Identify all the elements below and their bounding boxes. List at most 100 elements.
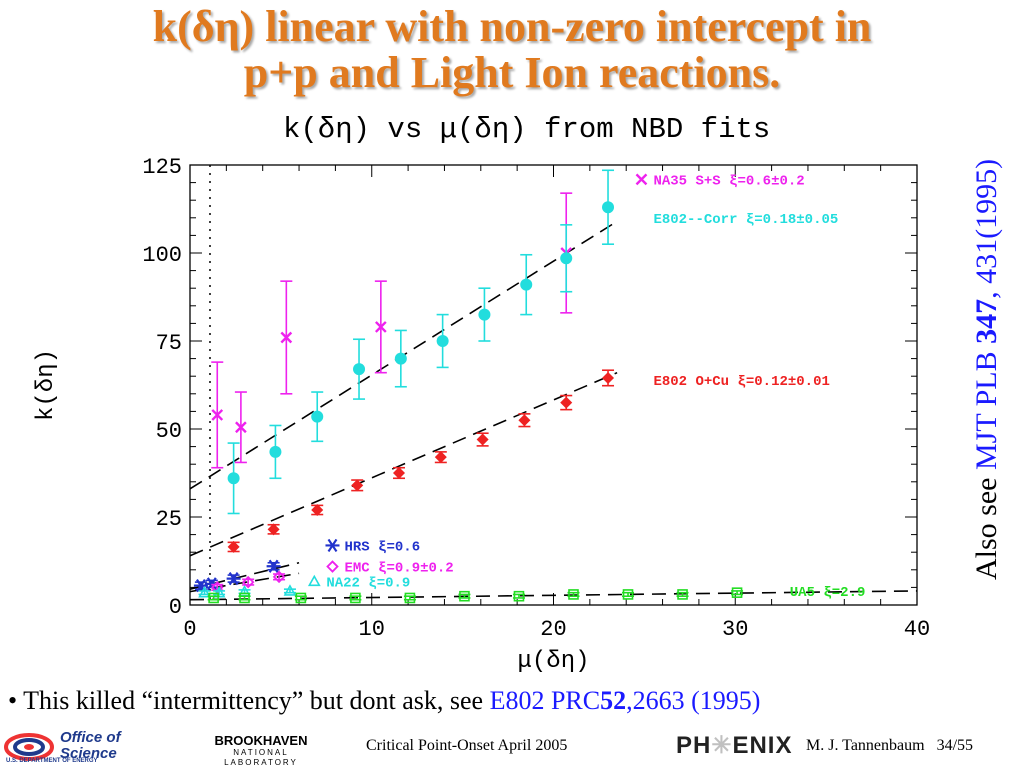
data-point [393,467,406,479]
data-point [227,540,240,553]
data-point [513,590,525,602]
data-point [731,587,743,598]
slide-title-line1: k(δη) linear with non-zero intercept in [152,2,872,51]
data-point [622,589,634,600]
side-note-prefix: Also see [970,470,1003,580]
bullet-text: This killed “intermittency” but dont ask… [17,686,490,715]
y-tick-label: 125 [142,155,182,180]
bullet-pages: ,2663 (1995) [626,686,761,715]
footer-author-page: M. J. Tannenbaum 34/55 [806,737,973,755]
side-note-vol: 347 [970,298,1003,344]
office-line3: U.S. DEPARTMENT OF ENERGY [6,758,98,764]
data-point [635,173,648,186]
y-tick-label: 0 [169,595,182,620]
data-point [374,321,387,333]
office-of-science-logo: Office of Science U.S. DEPARTMENT OF ENE… [4,730,136,766]
x-tick-label: 20 [540,617,566,642]
data-point [235,421,247,434]
data-point [266,559,281,573]
side-note-ref-link[interactable]: MJT PLB 347, 431(1995) [970,159,1003,470]
fit-line [189,561,300,590]
data-point [404,592,416,604]
data-point [208,592,219,604]
legend-label: UA5 ξ=2.9 [790,585,866,601]
phenix-logo: PH✳ENIX [676,731,792,760]
data-point [311,410,324,423]
x-tick-label: 40 [904,617,930,642]
doe-swirl-icon [4,733,54,761]
data-point [239,592,250,604]
slide-title: k(δη) linear with non-zero intercept in … [0,4,1024,96]
y-tick-label: 75 [156,331,182,356]
bullet-mark: • [8,686,18,715]
chart: 0 10 20 30 40 0 25 50 75 100 125 μ(δη) k(δη) NA35 S+S… [33,155,930,675]
footer: Office of Science U.S. DEPARTMENT OF ENE… [0,728,1024,768]
data-point [269,445,282,458]
data-point [459,590,470,602]
brookhaven-logo: BROOKHAVEN NATIONAL LABORATORY [196,733,326,768]
series-group [198,584,297,598]
legend-label: NA35 S+S ξ=0.6±0.2 [653,173,804,189]
data-point [326,560,339,573]
data-point [295,592,307,604]
data-point [350,592,361,604]
slide-title-line2: p+p and Light Ion reactions. [243,48,781,97]
footer-author: M. J. Tannenbaum [806,737,925,754]
y-tick-label: 50 [156,419,182,444]
data-point [568,589,579,600]
office-line2: Science [60,745,117,762]
series-group [227,369,615,553]
series-group [227,169,615,515]
data-point [560,252,573,265]
data-point [436,335,449,347]
data-point [478,308,491,321]
legend-label: E802--Corr ξ=0.18±0.05 [653,212,838,228]
bullet-note: • This killed “intermittency” but dont a… [8,686,760,716]
series-group [193,559,281,593]
bullet-ref-link[interactable]: E802 PRC52,2663 (1995) [490,686,761,715]
fit-line [189,590,918,601]
x-tick-label: 0 [183,617,196,642]
data-point [283,584,297,596]
phenix-part-b: ENIX [732,732,793,759]
data-point [520,278,533,291]
y-tick-label: 100 [142,243,182,268]
legend-label: E802 O+Cu ξ=0.12±0.01 [653,374,829,390]
data-point [272,570,286,584]
data-point [227,472,240,485]
data-point [602,201,615,214]
data-point [476,433,489,446]
data-point [241,575,255,589]
x-axis-label: μ(δη) [517,648,589,675]
data-point [353,363,366,376]
series-group [207,587,744,604]
y-tick-label: 25 [156,507,182,532]
office-line1: Office of [60,729,121,746]
footer-event: Critical Point-Onset April 2005 [366,737,568,754]
data-point [394,352,407,365]
series-group [211,192,573,469]
bullet-vol: 52 [600,686,627,715]
data-point [211,409,224,421]
data-point [267,523,280,536]
data-point [325,538,340,553]
x-tick-label: 30 [722,617,748,642]
side-note-reference: Also see MJT PLB 347, 431(1995) [970,159,1010,580]
data-point [602,371,615,384]
data-point [560,396,573,409]
y-axis-label: k(δη) [33,349,60,421]
legend-label: EMC ξ=0.9±0.2 [344,561,453,577]
side-note-ref: MJT PLB [970,343,1003,471]
data-point [198,586,211,598]
phenix-star-icon: ✳ [711,732,733,759]
x-tick-label: 10 [359,617,385,642]
data-point [307,574,321,587]
data-point [434,451,447,464]
footer-page-number: 34/55 [936,737,974,754]
legend-label: NA22 ξ=0.9 [326,575,410,591]
data-point [311,503,324,516]
legend-label: HRS ξ=0.6 [344,539,420,555]
data-point [518,414,531,427]
bnl-line1: BROOKHAVEN [214,733,308,748]
chart-title: k(δη) vs μ(δη) from NBD fits [283,113,771,146]
